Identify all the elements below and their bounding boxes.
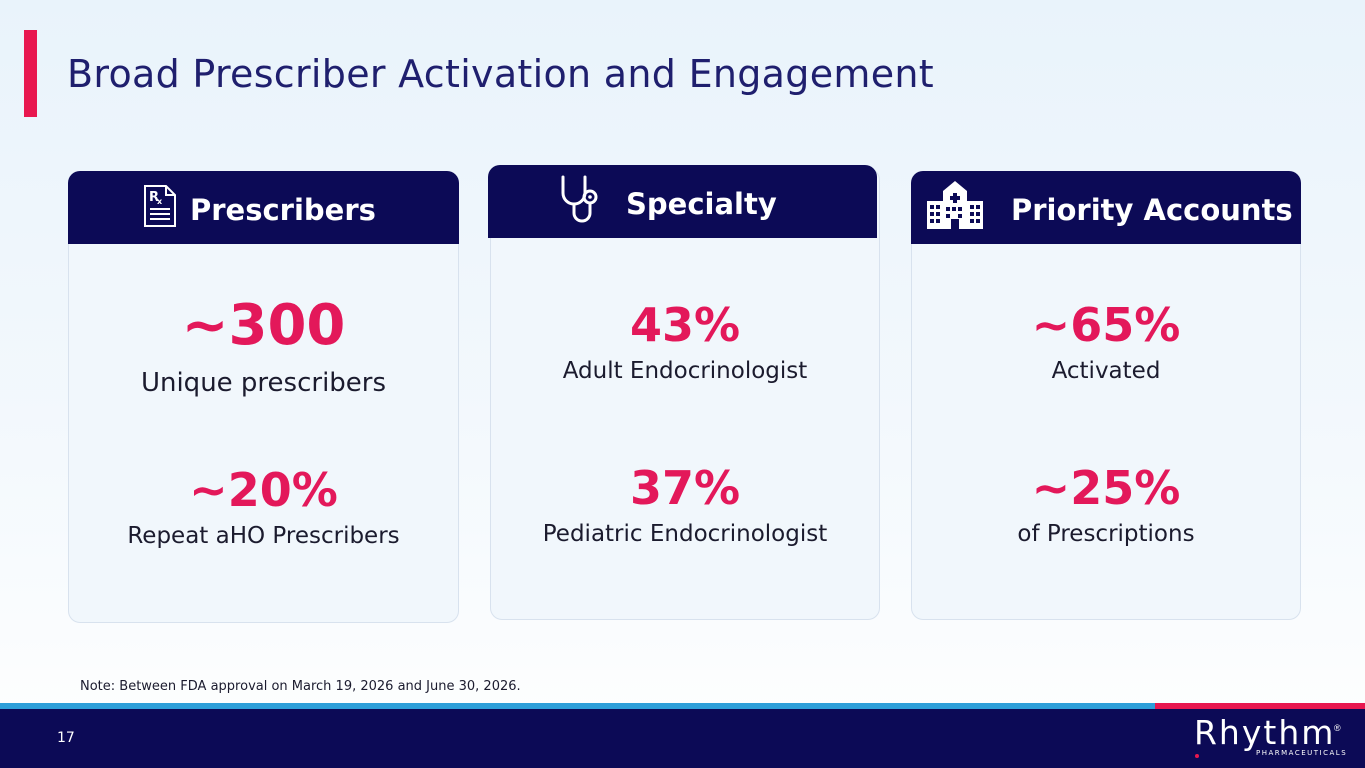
- title-accent-bar: [24, 30, 37, 117]
- specialty-header-label: Specialty: [626, 187, 777, 221]
- stethoscope-icon: [561, 175, 598, 223]
- prescribers-metric-1-label: Unique prescribers: [140, 368, 387, 398]
- priority-accounts-header-label: Priority Accounts: [1011, 193, 1293, 227]
- svg-text:R: R: [149, 190, 159, 205]
- specialty-header: Specialty: [488, 165, 877, 238]
- prescribers-metric-2: ~20% Repeat aHO Prescribers: [69, 467, 458, 548]
- specialty-metric-1-value: 43%: [629, 298, 741, 352]
- prescribers-metric-1-value: ~300: [181, 293, 346, 358]
- specialty-metric-2-value: 37%: [629, 461, 741, 515]
- priority-accounts-header: Priority Accounts: [911, 171, 1301, 244]
- prescription-icon: R x: [144, 185, 176, 227]
- footer-stripe-red: [1155, 703, 1365, 709]
- priority-metric-2-value: ~25%: [1031, 461, 1181, 515]
- specialty-metric-2-label: Pediatric Endocrinologist: [542, 521, 828, 547]
- page-title: Broad Prescriber Activation and Engageme…: [67, 52, 934, 96]
- logo-tagline: PHARMACEUTICALS: [1256, 749, 1348, 757]
- priority-metric-1-label: Activated: [1051, 358, 1161, 384]
- prescribers-card: R x Prescribers ~300 Unique prescribers …: [68, 171, 459, 623]
- page-number: 17: [57, 730, 75, 746]
- priority-metric-2-label: of Prescriptions: [1017, 521, 1195, 547]
- priority-metric-1: ~65% Activated: [912, 302, 1300, 383]
- logo-dot: [1195, 754, 1199, 758]
- prescribers-header: R x Prescribers: [68, 171, 459, 244]
- footnote: Note: Between FDA approval on March 19, …: [80, 679, 521, 694]
- specialty-metric-1: 43% Adult Endocrinologist: [491, 302, 879, 383]
- specialty-metric-2: 37% Pediatric Endocrinologist: [491, 465, 879, 546]
- logo-wordmark: Rhythm: [1194, 713, 1336, 752]
- priority-accounts-card: Priority Accounts ~65% Activated ~25% of…: [911, 171, 1301, 620]
- priority-metric-1-value: ~65%: [1031, 298, 1181, 352]
- rhythm-logo: Rhythm ® PHARMACEUTICALS: [1194, 713, 1348, 759]
- hospital-icon: [927, 181, 983, 229]
- prescribers-header-label: Prescribers: [190, 193, 376, 227]
- svg-text:x: x: [157, 197, 163, 206]
- footer-bar: [0, 709, 1365, 768]
- prescribers-metric-1: ~300 Unique prescribers: [69, 293, 458, 398]
- priority-metric-2: ~25% of Prescriptions: [912, 465, 1300, 546]
- footer-stripe-blue: [0, 703, 1155, 709]
- specialty-card: Specialty 43% Adult Endocrinologist 37% …: [488, 165, 880, 620]
- specialty-metric-1-label: Adult Endocrinologist: [562, 358, 808, 384]
- logo-registered-mark: ®: [1334, 723, 1341, 733]
- prescribers-metric-2-label: Repeat aHO Prescribers: [127, 523, 400, 549]
- prescribers-metric-2-value: ~20%: [189, 463, 338, 517]
